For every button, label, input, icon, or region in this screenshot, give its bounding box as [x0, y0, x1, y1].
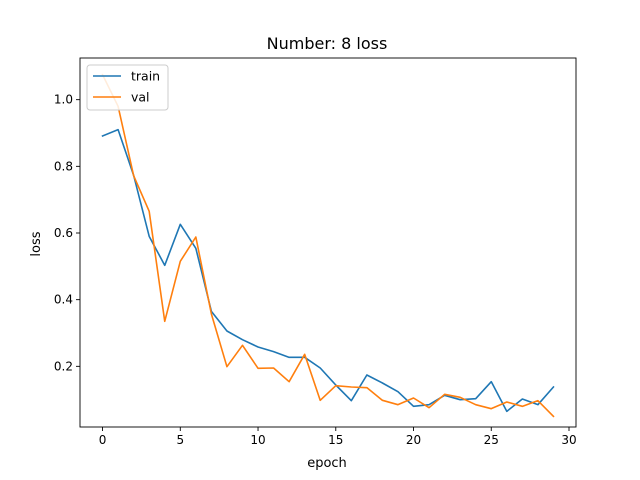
- y-tick-label: 0.2: [54, 359, 73, 373]
- x-axis-label: epoch: [307, 456, 347, 471]
- legend: train val: [86, 64, 169, 111]
- x-tick-label: 0: [99, 433, 107, 447]
- y-tick-label: 1.0: [54, 93, 73, 107]
- y-tick-label: 0.4: [54, 293, 73, 307]
- x-tick-label: 20: [406, 433, 421, 447]
- y-tick-label: 0.8: [54, 159, 73, 173]
- y-axis-label: loss: [29, 231, 44, 256]
- legend-label-train: train: [131, 69, 160, 84]
- axes-frame: [79, 57, 577, 428]
- series-line-val: [101, 73, 555, 418]
- series-line-train: [101, 128, 555, 413]
- chart-title: Number: 8 loss: [267, 34, 388, 53]
- x-tick-label: 30: [561, 433, 576, 447]
- y-tick-label: 0.6: [54, 226, 73, 240]
- legend-label-val: val: [131, 90, 150, 105]
- x-tick-label: 5: [176, 433, 184, 447]
- x-tick-label: 25: [484, 433, 499, 447]
- x-tick-label: 10: [250, 433, 265, 447]
- x-tick-label: 15: [328, 433, 343, 447]
- plot-area: 0 5 10 15 20 25 30 0.2 0.4 0.6 0.8 1.0: [54, 57, 577, 447]
